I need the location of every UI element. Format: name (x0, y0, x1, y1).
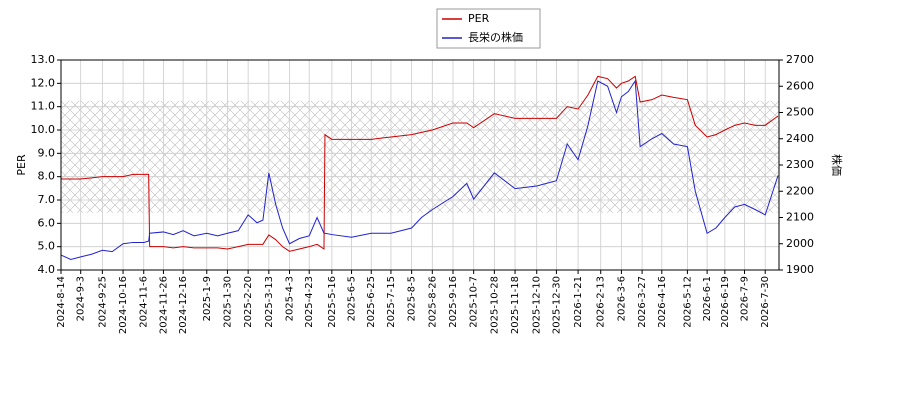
y2-tick-label: 2600 (786, 79, 814, 92)
x-tick-label: 2024-11-6 (139, 276, 150, 328)
y-tick-label: 8.0 (38, 170, 56, 183)
y2-tick-label: 2300 (786, 158, 814, 171)
y-tick-label: 9.0 (38, 146, 56, 159)
plot-frame (60, 59, 780, 271)
x-tick-label: 2024-10-16 (118, 276, 129, 334)
series-line (61, 75, 779, 252)
y-tick-label: 4.0 (38, 263, 56, 276)
y2-tick-label: 2400 (786, 132, 814, 145)
x-tick-label: 2026-6-1 (702, 276, 713, 321)
y2-tick-label: 2000 (786, 237, 814, 250)
x-tick-label: 2025-4-23 (304, 276, 315, 328)
x-tick-label: 2025-12-10 (532, 276, 543, 334)
y-tick-label: 7.0 (38, 193, 56, 206)
legend-label: 長栄の株価 (468, 30, 523, 44)
x-tick-label: 2025-11-18 (510, 276, 521, 334)
x-tick-label: 2026-5-12 (682, 276, 693, 328)
x-tick-label: 2026-2-13 (596, 276, 607, 328)
x-tick-label: 2024-9-3 (76, 276, 87, 321)
x-tick-label: 2024-11-26 (158, 276, 169, 334)
x-tick-label: 2024-9-25 (97, 276, 108, 328)
x-tick-label: 2025-4-3 (284, 276, 295, 321)
x-tick-label: 2026-4-16 (657, 276, 668, 328)
x-tick-label: 2026-7-30 (760, 276, 771, 328)
y-tick-label: 13.0 (31, 53, 56, 66)
x-tick-label: 2026-3-27 (637, 276, 648, 328)
x-tick-label: 2024-12-16 (178, 276, 189, 334)
series-line (60, 79, 779, 261)
x-tick-label: 2025-2-20 (243, 276, 254, 328)
legend: PER 長栄の株価 (436, 8, 541, 49)
y2-tick-label: 2100 (786, 211, 814, 224)
x-tick-label: 2025-7-15 (386, 276, 397, 328)
x-tick-label: 2026-1-21 (573, 276, 584, 328)
x-tick-label: 2024-8-14 (56, 276, 67, 328)
x-tick-label: 2026-3-6 (616, 276, 627, 321)
y2-tick-label: 2500 (786, 106, 814, 119)
y-tick-label: 5.0 (38, 240, 56, 253)
legend-label: PER (468, 12, 490, 25)
y2-tick-label: 2700 (786, 53, 814, 66)
x-tick-label: 2025-10-7 (469, 276, 480, 328)
x-tick-label: 2025-10-28 (489, 276, 500, 334)
x-tick-label: 2025-8-26 (427, 276, 438, 328)
x-tick-label: 2025-12-30 (551, 276, 562, 334)
y-tick-label: 10.0 (31, 123, 56, 136)
y2-tick-label: 1900 (786, 263, 814, 276)
y-tick-label: 6.0 (38, 216, 56, 229)
x-tick-label: 2025-5-16 (327, 276, 338, 328)
shaded-band (61, 100, 779, 213)
x-tick-label: 2025-8-5 (407, 276, 418, 321)
x-tick-label: 2025-6-25 (366, 276, 377, 328)
x-tick-label: 2025-9-16 (448, 276, 459, 328)
x-tick-label: 2026-6-19 (720, 276, 731, 328)
y2-axis-label: 株価 (830, 154, 844, 176)
x-tick-label: 2025-6-5 (347, 276, 358, 321)
y-tick-label: 11.0 (31, 100, 56, 113)
x-tick-label: 2025-1-9 (202, 276, 213, 321)
y2-tick-label: 2200 (786, 184, 814, 197)
x-tick-label: 2025-3-13 (264, 276, 275, 328)
x-tick-label: 2025-1-30 (222, 276, 233, 328)
y-tick-label: 12.0 (31, 76, 56, 89)
x-tick-label: 2026-7-9 (740, 276, 751, 321)
y-axis-label: PER (15, 154, 28, 176)
legend-box (436, 8, 541, 49)
